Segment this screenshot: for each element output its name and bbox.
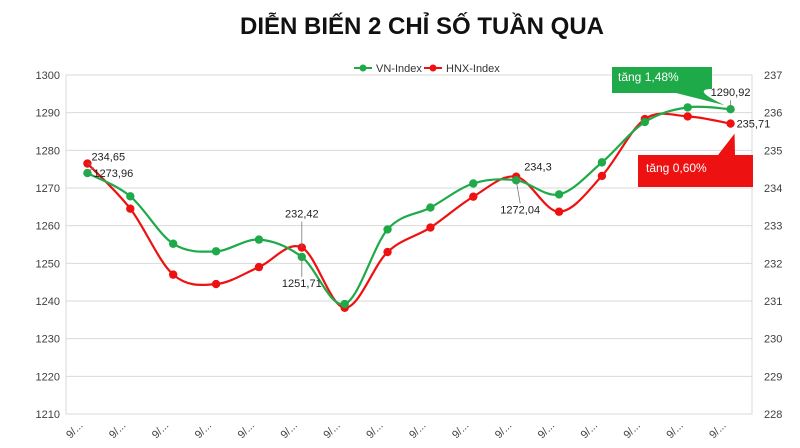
x-axis-tick-label: 9/... [278,420,299,441]
vn-index-point [383,225,392,234]
hnx-index-point [254,262,264,272]
plot-frame [65,74,753,415]
data-labels: 234,65 1273,96 232,42 1251,71 234,3 1272,04 12… [87,87,770,290]
x-axis-tick-label: 9/... [493,420,514,441]
hnx-index-point [726,119,735,128]
left-axis-tick-label: 1300 [36,70,60,82]
hnx-index-point [469,192,478,201]
x-axis-tick-label: 9/... [321,420,342,441]
series-layer [83,103,735,312]
vn-index-point [554,190,564,199]
chart-title: DIỄN BIẾN 2 CHỈ SỐ TUẦN QUA [240,11,604,40]
legend-label-hnx-index: HNX-Index [446,63,500,75]
hnx-index-point [168,270,178,279]
vn-index-line [86,105,731,306]
hnx-index-line [86,112,731,309]
data-label: 1290,92 [711,87,751,99]
left-axis-tick-label: 1290 [36,108,60,120]
left-axis: 1210 1220 1230 1240 1250 1260 1270 1280 1290 1300 [36,70,60,421]
vn-index-point [126,192,135,201]
hnx-index-point [554,207,564,216]
vn-index-point [168,239,178,248]
legend-label-vn-index: VN-Index [376,63,422,75]
data-label: 234,65 [91,152,125,164]
right-axis-tick-label: 232 [764,258,782,270]
data-label: 234,3 [524,162,552,174]
hnx-index-point [211,279,221,289]
x-axis-tick-label: 9/... [707,420,728,441]
x-axis-tick-label: 9/... [193,420,214,441]
left-axis-tick-label: 1260 [36,221,60,233]
hnx-index-point [126,204,135,213]
right-axis-tick-label: 235 [764,145,782,157]
increase-callout-hnx-index [638,133,753,187]
x-axis-tick-label: 9/... [364,420,385,441]
left-axis-tick-label: 1220 [36,371,60,383]
right-axis-tick-label: 233 [764,221,782,233]
data-label: 232,42 [285,209,319,221]
right-axis-tick-label: 228 [764,409,782,421]
right-axis-tick-label: 237 [764,70,782,82]
vn-index-point [726,105,735,114]
gridlines [65,74,753,415]
legend-marker-vn-index [359,64,367,72]
vn-index-point [683,103,692,112]
vn-index-point [640,117,650,127]
right-axis-tick-label: 229 [764,371,782,383]
data-label: 1272,04 [500,204,540,216]
right-axis-tick-label: 234 [764,183,782,195]
right-axis-tick-label: 230 [764,334,782,346]
legend-marker-hnx-index [429,64,437,72]
vn-index-point [469,179,478,188]
data-label-leader [87,163,92,165]
right-axis-tick-label: 236 [764,108,782,120]
vn-index-point [426,203,435,212]
increase-callout-vn-index [612,67,725,106]
x-axis-tick-label: 9/... [150,420,171,441]
left-axis-tick-label: 1270 [36,183,60,195]
x-axis-tick-label: 9/... [536,420,557,441]
right-axis: 228 229 230 231 232 233 234 235 236 237 [764,70,782,421]
left-axis-tick-label: 1230 [36,334,60,346]
hnx-index-point [426,223,435,232]
callout-text-vn-index: tăng 1,48% [618,70,679,84]
x-axis-tick-label: 9/... [621,420,642,441]
right-axis-tick-label: 231 [764,296,782,308]
x-axis-tick-label: 9/... [107,420,128,441]
left-axis-tick-label: 1280 [36,145,60,157]
left-axis-tick-label: 1210 [36,409,60,421]
x-axis-tick-label: 9/... [407,420,428,441]
x-axis-tick-label: 9/... [579,420,600,441]
vn-index-point [597,158,607,167]
left-axis-tick-label: 1240 [36,296,60,308]
data-label-leader [515,180,521,204]
data-label: 235,71 [737,119,771,131]
x-axis-tick-label: 9/... [236,420,257,441]
x-axis-tick-label: 9/... [664,420,685,441]
vn-index-point [254,235,264,244]
callouts: tăng 1,48% tăng 0,60% [612,67,753,187]
hnx-index-point [383,247,392,257]
legend: VN-Index HNX-Index [354,63,500,75]
vn-index-point [340,299,349,309]
data-label-leader [87,166,94,174]
x-axis-tick-label: 9/... [450,420,471,441]
left-axis-tick-label: 1250 [36,258,60,270]
hnx-index-point [683,112,692,121]
x-axis-tick-label: 9/... [64,420,85,441]
data-label: 1273,96 [93,168,133,180]
vn-index-point [211,247,221,256]
hnx-index-point [597,171,607,181]
data-label: 1251,71 [282,278,322,290]
x-axis: 9/... 9/... 9/... 9/... 9/... 9/... 9/... 9/...… [64,420,729,441]
callout-text-hnx-index: tăng 0,60% [646,161,707,175]
